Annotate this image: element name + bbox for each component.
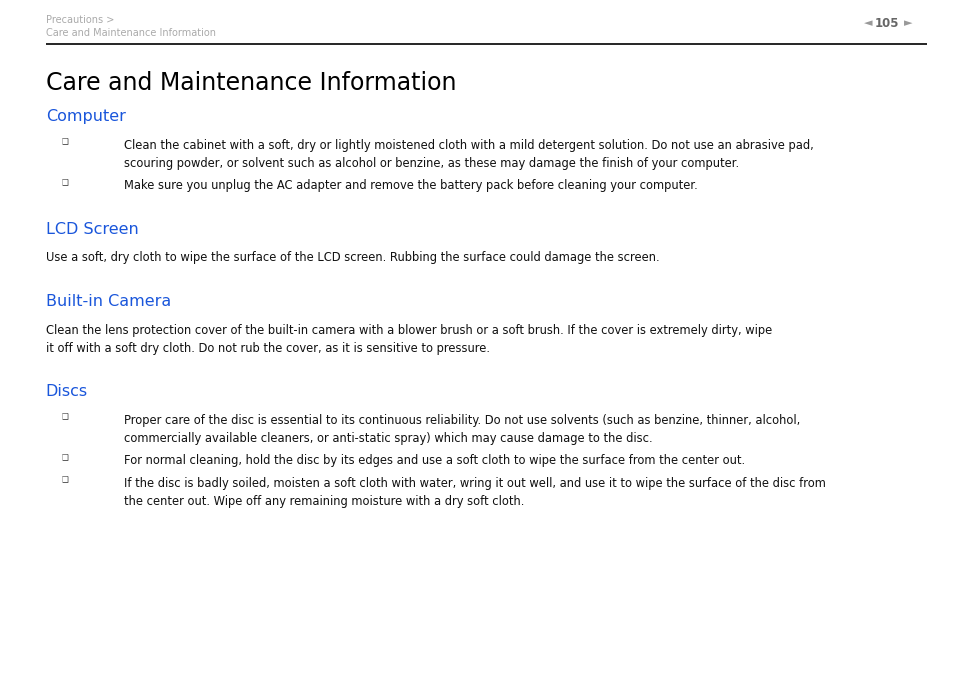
Text: Proper care of the disc is essential to its continuous reliability. Do not use s: Proper care of the disc is essential to … (124, 414, 800, 427)
Text: If the disc is badly soiled, moisten a soft cloth with water, wring it out well,: If the disc is badly soiled, moisten a s… (124, 477, 825, 489)
Text: ❑: ❑ (61, 412, 68, 421)
Text: Make sure you unplug the AC adapter and remove the battery pack before cleaning : Make sure you unplug the AC adapter and … (124, 179, 697, 192)
Text: Use a soft, dry cloth to wipe the surface of the LCD screen. Rubbing the surface: Use a soft, dry cloth to wipe the surfac… (46, 251, 659, 264)
Text: ❑: ❑ (61, 137, 68, 146)
Text: ◄: ◄ (863, 19, 872, 28)
Text: Clean the lens protection cover of the built-in camera with a blower brush or a : Clean the lens protection cover of the b… (46, 324, 771, 336)
Text: scouring powder, or solvent such as alcohol or benzine, as these may damage the : scouring powder, or solvent such as alco… (124, 157, 739, 170)
Text: it off with a soft dry cloth. Do not rub the cover, as it is sensitive to pressu: it off with a soft dry cloth. Do not rub… (46, 342, 489, 355)
Text: commercially available cleaners, or anti-static spray) which may cause damage to: commercially available cleaners, or anti… (124, 432, 652, 445)
Text: the center out. Wipe off any remaining moisture with a dry soft cloth.: the center out. Wipe off any remaining m… (124, 495, 524, 508)
Text: Computer: Computer (46, 109, 126, 124)
Text: Built-in Camera: Built-in Camera (46, 294, 171, 309)
Text: Care and Maintenance Information: Care and Maintenance Information (46, 71, 456, 96)
Text: ❑: ❑ (61, 475, 68, 484)
Text: ❑: ❑ (61, 453, 68, 462)
Text: Discs: Discs (46, 384, 88, 399)
Text: For normal cleaning, hold the disc by its edges and use a soft cloth to wipe the: For normal cleaning, hold the disc by it… (124, 454, 744, 467)
Text: LCD Screen: LCD Screen (46, 222, 138, 237)
Text: 105: 105 (874, 17, 899, 30)
Text: ❑: ❑ (61, 178, 68, 187)
Text: Care and Maintenance Information: Care and Maintenance Information (46, 28, 215, 38)
Text: ►: ► (903, 19, 912, 28)
Text: Precautions >: Precautions > (46, 15, 114, 25)
Text: Clean the cabinet with a soft, dry or lightly moistened cloth with a mild deterg: Clean the cabinet with a soft, dry or li… (124, 139, 813, 152)
